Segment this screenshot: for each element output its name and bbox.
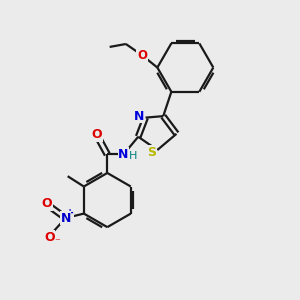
Text: ⁻: ⁻	[55, 237, 61, 247]
Text: N: N	[134, 110, 144, 123]
Text: O: O	[44, 231, 55, 244]
Text: +: +	[66, 208, 74, 218]
Text: S: S	[148, 146, 157, 159]
Text: H: H	[129, 151, 137, 161]
Text: O: O	[137, 49, 147, 62]
Text: O: O	[92, 128, 102, 141]
Text: N: N	[118, 148, 129, 161]
Text: N: N	[60, 212, 71, 224]
Text: O: O	[41, 197, 52, 210]
